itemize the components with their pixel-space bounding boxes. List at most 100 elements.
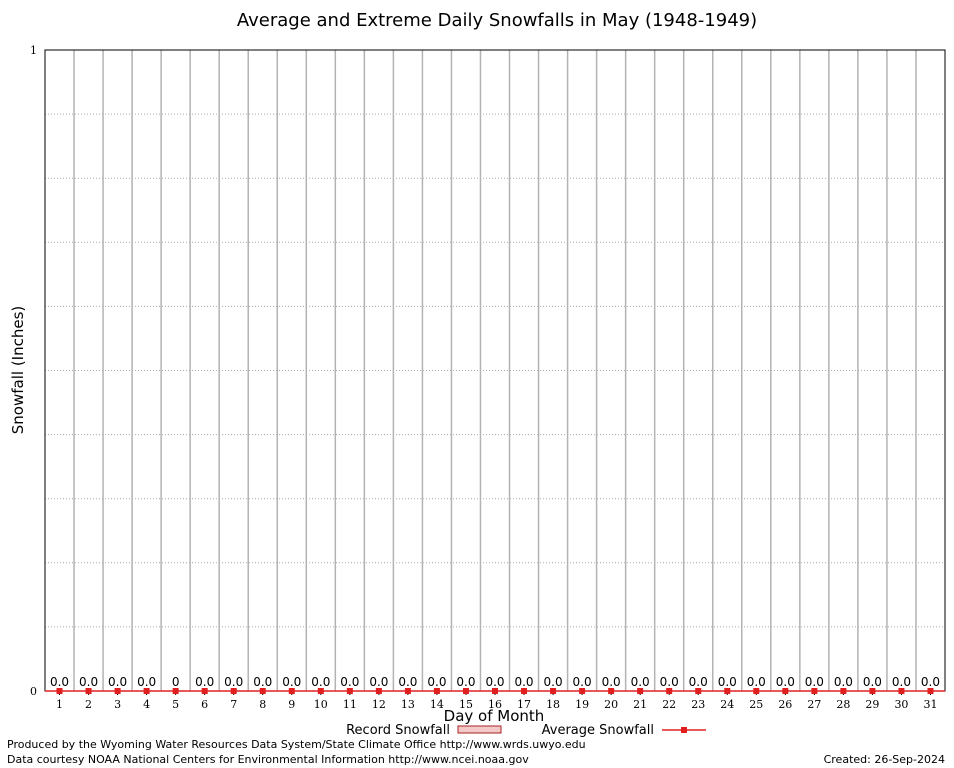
x-tick-label: 13 (401, 698, 415, 711)
data-label: 0.0 (660, 675, 679, 689)
data-label: 0.0 (369, 675, 388, 689)
data-label: 0.0 (921, 675, 940, 689)
legend-record-label: Record Snowfall (346, 723, 450, 738)
average-point (317, 688, 324, 694)
x-tick-label: 16 (488, 698, 502, 711)
x-tick-label: 10 (314, 698, 328, 711)
average-point (56, 688, 63, 694)
average-point (201, 688, 208, 694)
x-tick-label: 1 (56, 698, 63, 711)
data-label: 0.0 (108, 675, 127, 689)
average-point (375, 688, 382, 694)
average-point (898, 688, 905, 694)
data-label: 0.0 (79, 675, 98, 689)
x-tick-label: 11 (343, 698, 357, 711)
average-point (114, 688, 121, 694)
average-point (521, 688, 528, 694)
data-label: 0.0 (805, 675, 824, 689)
legend-average-marker (681, 727, 687, 733)
footer-data-courtesy: Data courtesy NOAA National Centers for … (7, 753, 529, 766)
average-point (462, 688, 469, 694)
data-label: 0.0 (456, 675, 475, 689)
data-label: 0.0 (50, 675, 69, 689)
data-label: 0.0 (689, 675, 708, 689)
x-tick-label: 31 (923, 698, 937, 711)
x-tick-label: 26 (778, 698, 792, 711)
data-label: 0.0 (311, 675, 330, 689)
data-label: 0.0 (340, 675, 359, 689)
data-label: 0.0 (747, 675, 766, 689)
x-tick-label: 9 (288, 698, 295, 711)
x-tick-label: 7 (230, 698, 237, 711)
day-separators (73, 50, 917, 691)
x-tick-label: 2 (85, 698, 92, 711)
x-tick-label: 27 (807, 698, 821, 711)
x-tick-label: 8 (259, 698, 266, 711)
y-tick-label: 0 (30, 685, 37, 698)
x-tick-label: 22 (662, 698, 676, 711)
average-point (927, 688, 934, 694)
average-point (869, 688, 876, 694)
average-point (608, 688, 615, 694)
data-label: 0.0 (718, 675, 737, 689)
data-label: 0.0 (224, 675, 243, 689)
average-point (695, 688, 702, 694)
average-point (85, 688, 92, 694)
average-point (811, 688, 818, 694)
x-tick-label: 5 (172, 698, 179, 711)
data-label: 0.0 (602, 675, 621, 689)
x-axis-ticks: 1 2 3 4 5 6 7 8 9 10 11 12 13 14 15 16 17 18 19 20 21 22 23 24 2… (56, 691, 937, 711)
data-label: 0.0 (485, 675, 504, 689)
x-tick-label: 3 (114, 698, 121, 711)
data-label: 0.0 (282, 675, 301, 689)
average-point (753, 688, 760, 694)
data-label: 0.0 (573, 675, 592, 689)
grid (45, 113, 945, 628)
x-tick-label: 28 (836, 698, 850, 711)
data-label: 0.0 (863, 675, 882, 689)
average-line (45, 688, 945, 694)
average-point (433, 688, 440, 694)
x-tick-label: 12 (372, 698, 386, 711)
data-label: 0.0 (514, 675, 533, 689)
average-point (666, 688, 673, 694)
y-axis-label: Snowfall (Inches) (9, 306, 27, 434)
legend: Record Snowfall Average Snowfall (346, 723, 706, 738)
data-label: 0.0 (398, 675, 417, 689)
data-label: 0 (172, 675, 180, 689)
data-labels: 0.0 0.0 0.0 0.0 0 0.0 0.0 0.0 0.0 0.0 0.0 0.0 0.0 0.0… (50, 675, 940, 689)
x-tick-label: 25 (749, 698, 763, 711)
chart-title: Average and Extreme Daily Snowfalls in M… (237, 10, 757, 31)
average-point (492, 688, 498, 694)
data-label: 0.0 (892, 675, 911, 689)
x-tick-label: 20 (604, 698, 618, 711)
data-label: 0.0 (427, 675, 446, 689)
data-label: 0.0 (631, 675, 650, 689)
footer-produced-by: Produced by the Wyoming Water Resources … (7, 738, 586, 751)
average-point (550, 688, 557, 694)
legend-average-label: Average Snowfall (542, 723, 654, 738)
x-tick-label: 21 (633, 698, 647, 711)
x-tick-label: 6 (201, 698, 208, 711)
average-point (724, 688, 731, 694)
average-point (404, 688, 411, 694)
x-tick-label: 30 (894, 698, 908, 711)
y-tick-label: 1 (30, 44, 37, 57)
data-label: 0.0 (137, 675, 156, 689)
x-tick-label: 14 (430, 698, 444, 711)
average-point (782, 688, 789, 694)
x-tick-label: 4 (143, 698, 150, 711)
data-label: 0.0 (253, 675, 272, 689)
x-tick-label: 15 (459, 698, 473, 711)
average-point (579, 688, 586, 694)
x-tick-label: 24 (720, 698, 734, 711)
footer-created: Created: 26-Sep-2024 (823, 753, 945, 766)
data-label: 0.0 (195, 675, 214, 689)
average-point (346, 688, 353, 694)
average-point (288, 688, 295, 694)
average-point (840, 688, 847, 694)
x-tick-label: 18 (546, 698, 560, 711)
average-point (259, 688, 266, 694)
data-label: 0.0 (776, 675, 795, 689)
data-label: 0.0 (834, 675, 853, 689)
